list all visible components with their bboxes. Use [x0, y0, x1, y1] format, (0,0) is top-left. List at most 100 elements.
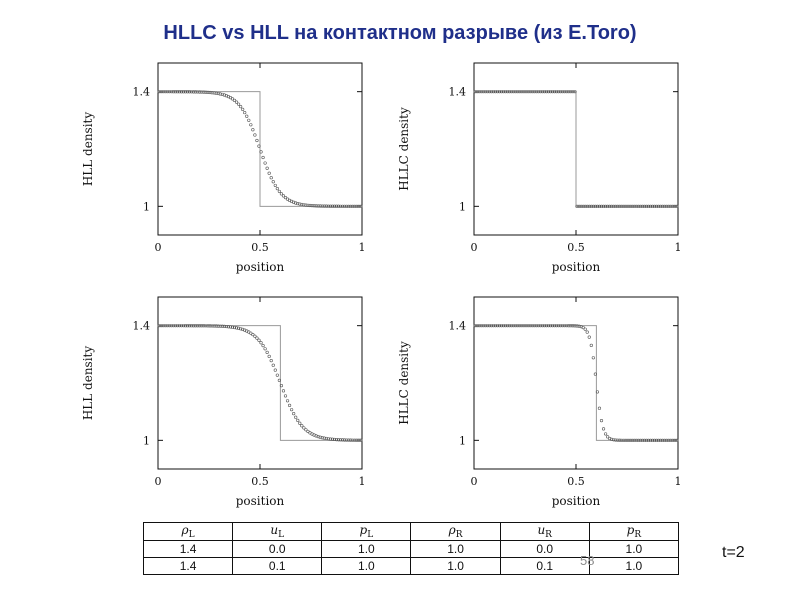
- data-point: [167, 90, 171, 94]
- data-point: [669, 438, 673, 442]
- data-point: [514, 324, 518, 328]
- data-point: [569, 324, 573, 328]
- data-point: [183, 90, 188, 94]
- data-point: [241, 327, 245, 331]
- x-tick-label: 1: [675, 475, 682, 488]
- data-point: [292, 412, 296, 416]
- data-point: [161, 324, 165, 328]
- data-point: [499, 324, 504, 328]
- data-point: [616, 438, 620, 442]
- data-point: [320, 436, 324, 440]
- data-point: [243, 110, 247, 115]
- data-point: [334, 204, 339, 208]
- data-point: [200, 90, 204, 94]
- data-point: [194, 324, 198, 328]
- data-point: [528, 324, 532, 328]
- data-point: [557, 90, 561, 94]
- table-cell: 1.0: [410, 540, 501, 558]
- data-point: [196, 90, 200, 94]
- data-point: [642, 204, 646, 208]
- x-tick-label: 1: [675, 241, 682, 254]
- data-point: [573, 90, 577, 94]
- data-point: [473, 90, 477, 94]
- data-point: [497, 90, 502, 94]
- data-point: [514, 90, 518, 94]
- data-point: [528, 90, 532, 94]
- data-point: [669, 204, 673, 208]
- data-point: [608, 204, 612, 208]
- x-tick-label: 0: [471, 475, 478, 488]
- data-point: [675, 438, 679, 442]
- y-tick-label: 1.4: [449, 320, 467, 333]
- data-point: [632, 438, 636, 442]
- data-point: [271, 363, 275, 367]
- data-point: [306, 203, 310, 207]
- data-point: [175, 324, 179, 328]
- data-point: [296, 418, 300, 422]
- data-point: [587, 204, 591, 208]
- plot-frame: [473, 296, 679, 470]
- data-point: [555, 324, 559, 328]
- data-point: [257, 338, 261, 342]
- data-point: [355, 204, 359, 208]
- data-point: [296, 201, 300, 206]
- data-point: [546, 90, 551, 94]
- x-tick-label: 1: [359, 241, 366, 254]
- data-point: [294, 201, 298, 205]
- numerical-solution-markers: [473, 90, 679, 208]
- data-point: [247, 118, 251, 122]
- data-point: [241, 107, 245, 111]
- data-point: [638, 438, 642, 442]
- data-point: [298, 421, 302, 425]
- data-point: [257, 144, 261, 148]
- data-point: [183, 324, 188, 328]
- data-point: [359, 438, 363, 442]
- data-point: [659, 204, 663, 208]
- data-point: [218, 92, 222, 96]
- data-point: [614, 438, 618, 442]
- table-row: 1.4 0.0 1.0 1.0 0.0 1.0: [142, 540, 680, 558]
- data-point: [557, 324, 561, 328]
- data-point: [298, 202, 302, 206]
- data-point: [204, 324, 208, 328]
- data-point: [618, 438, 622, 442]
- data-point: [606, 204, 610, 208]
- x-axis-label: position: [552, 494, 601, 508]
- data-point: [530, 324, 534, 328]
- data-point: [216, 324, 220, 328]
- data-point: [232, 98, 237, 102]
- data-point: [593, 372, 597, 376]
- data-point: [224, 324, 228, 329]
- density-plot-3: 0 0.5 1 1 1.4 position HLL density: [81, 296, 366, 508]
- data-point: [622, 204, 626, 208]
- data-point: [561, 90, 565, 94]
- data-point: [487, 90, 491, 94]
- data-point: [188, 90, 192, 94]
- data-point: [526, 90, 530, 94]
- data-point: [620, 438, 624, 442]
- data-point: [610, 437, 614, 441]
- exact-solution-line: [474, 91, 678, 207]
- data-point: [320, 204, 324, 208]
- data-point: [591, 356, 595, 360]
- data-point: [599, 419, 604, 423]
- data-point: [218, 324, 222, 328]
- data-point: [603, 432, 608, 436]
- data-point: [573, 324, 577, 328]
- data-point: [275, 373, 279, 377]
- data-point: [571, 324, 575, 328]
- data-point: [585, 330, 589, 334]
- data-point: [336, 204, 341, 208]
- data-point: [552, 324, 557, 328]
- data-point: [591, 204, 595, 208]
- data-point: [269, 176, 273, 180]
- data-point: [622, 438, 626, 442]
- data-point: [281, 194, 286, 198]
- data-point: [583, 327, 587, 331]
- data-point: [495, 90, 500, 94]
- data-point: [542, 324, 546, 328]
- data-point: [251, 332, 255, 337]
- data-point: [347, 438, 351, 442]
- data-point: [524, 90, 528, 94]
